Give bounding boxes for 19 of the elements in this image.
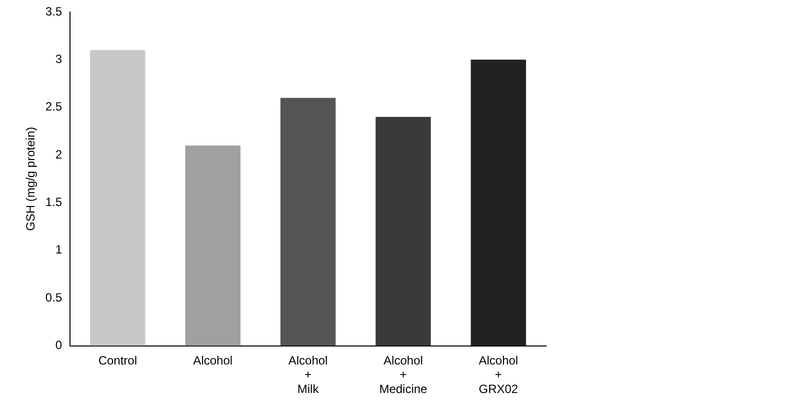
bar (376, 116, 431, 346)
y-tick-label: 0.5 (45, 290, 62, 304)
bar (90, 50, 146, 346)
x-tick-label: Alcohol + Milk (288, 353, 328, 396)
x-tick-label: Alcohol + GRX02 (478, 353, 518, 396)
y-tick-label: 0 (55, 338, 62, 352)
bar (185, 146, 240, 346)
bar (280, 98, 336, 346)
x-tick-label: Alcohol (193, 353, 233, 368)
y-tick-label: 3 (55, 52, 62, 66)
y-tick-label: 1.5 (45, 195, 62, 210)
y-tick-label: 3.5 (45, 4, 62, 18)
y-tick-label: 2 (55, 147, 62, 162)
y-tick-label: 2.5 (45, 100, 62, 114)
x-tick-label: Alcohol + Medicine (379, 353, 428, 396)
y-axis-title: GSH (mg/g protein) (24, 126, 38, 231)
bar (470, 60, 526, 346)
x-tick-label: Control (98, 353, 138, 368)
y-tick-label: 1 (55, 242, 62, 257)
